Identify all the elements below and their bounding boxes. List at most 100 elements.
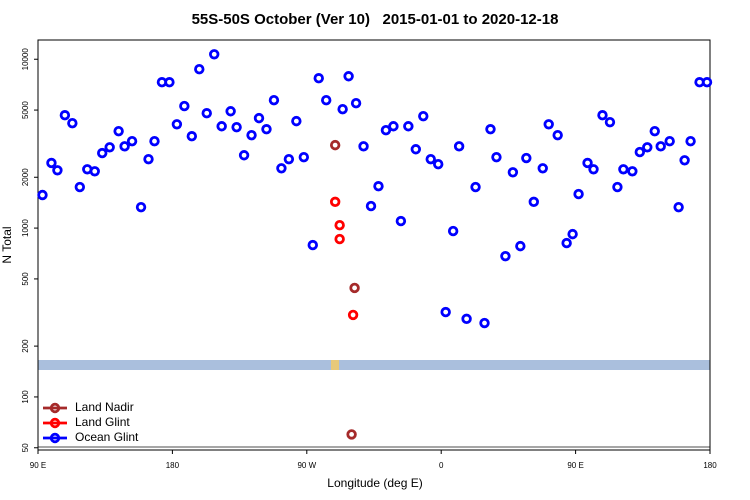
point [552, 129, 563, 141]
point [388, 121, 399, 132]
legend-marker [49, 417, 61, 429]
point [113, 125, 124, 137]
point [679, 155, 690, 166]
point [537, 163, 548, 174]
x-tick-label: 90 E [30, 461, 46, 470]
legend-label: Land Glint [75, 415, 130, 429]
point [349, 282, 360, 294]
point [321, 95, 332, 106]
point [403, 121, 414, 132]
point [373, 181, 384, 192]
point [135, 201, 147, 213]
point [298, 151, 310, 163]
point [604, 116, 616, 128]
point [528, 196, 539, 208]
point [97, 147, 108, 159]
point [485, 124, 496, 135]
point [149, 136, 160, 147]
x-tick-label: 180 [703, 461, 717, 470]
y-tick-label: 50 [21, 443, 30, 452]
point [673, 201, 684, 213]
point [567, 228, 578, 240]
point [329, 139, 341, 151]
point [612, 181, 623, 193]
point [410, 144, 422, 155]
point [461, 313, 472, 325]
legend-label: Land Nadir [75, 400, 134, 414]
point [618, 164, 629, 175]
y-tick-label: 200 [21, 339, 30, 353]
point [334, 233, 345, 245]
point [597, 110, 608, 121]
point [307, 239, 318, 251]
map-strip [38, 360, 710, 370]
y-tick-label: 1000 [21, 219, 30, 237]
point [440, 306, 451, 318]
y-tick-label: 100 [21, 390, 30, 404]
point [470, 181, 481, 193]
point [261, 124, 272, 135]
point [225, 106, 236, 117]
point [453, 141, 465, 152]
legend-marker [49, 402, 61, 414]
point [343, 71, 354, 82]
point [276, 163, 287, 174]
point [380, 124, 392, 136]
x-tick-label: 90 E [567, 461, 583, 470]
point [104, 142, 115, 153]
point [447, 225, 459, 237]
point [164, 77, 175, 88]
point [52, 165, 63, 176]
point [418, 110, 429, 122]
point [313, 73, 324, 84]
point [561, 237, 572, 249]
point [268, 95, 280, 106]
point [685, 136, 696, 147]
point [479, 317, 490, 329]
point [701, 77, 713, 88]
point [283, 153, 295, 165]
point [358, 141, 369, 152]
point [238, 150, 250, 161]
x-tick-label: 0 [439, 461, 444, 470]
point [216, 121, 227, 132]
point [507, 167, 519, 178]
y-tick-label: 500 [21, 272, 30, 286]
point [642, 142, 653, 153]
point [89, 166, 100, 177]
point [365, 200, 377, 212]
point [59, 110, 71, 121]
point [588, 164, 599, 175]
point [664, 136, 675, 147]
point [634, 146, 646, 158]
point [46, 157, 57, 169]
point [186, 131, 198, 142]
point [395, 215, 407, 227]
point [253, 112, 265, 124]
point [346, 429, 357, 440]
point [74, 181, 86, 193]
point [329, 196, 341, 208]
x-tick-label: 90 W [297, 461, 316, 470]
point [334, 220, 345, 231]
point [201, 108, 212, 119]
point [67, 118, 78, 129]
point [500, 250, 511, 262]
point [649, 125, 660, 137]
y-tick-label: 2000 [21, 168, 30, 186]
point [425, 153, 436, 165]
point [521, 152, 532, 164]
point [119, 141, 130, 152]
point [573, 188, 584, 200]
y-tick-label: 5000 [21, 101, 30, 119]
x-axis-label: Longitude (deg E) [327, 476, 422, 490]
plot-frame [37, 39, 711, 451]
chart-title: 55S-50S October (Ver 10) 2015-01-01 to 2… [192, 11, 559, 28]
point [582, 157, 593, 169]
point [655, 141, 666, 152]
point [291, 115, 302, 127]
point [337, 103, 348, 115]
point [231, 121, 242, 133]
